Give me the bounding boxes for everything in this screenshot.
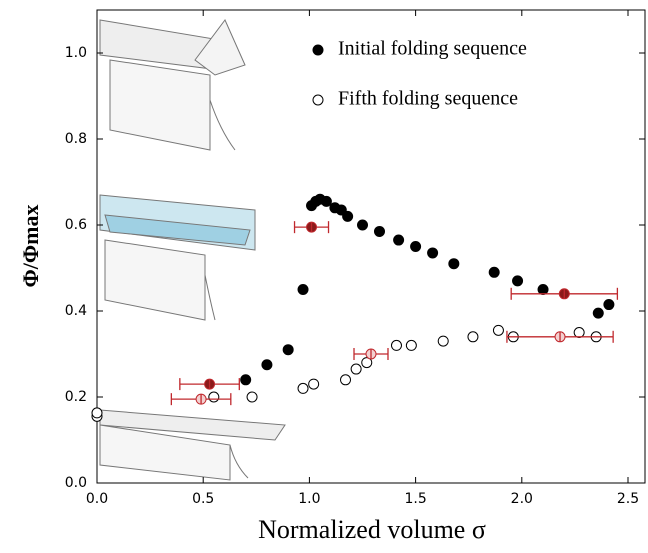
point — [298, 383, 308, 393]
point — [351, 364, 361, 374]
point — [283, 345, 293, 355]
point — [406, 340, 416, 350]
point — [604, 300, 614, 310]
page: Normalized volume σ Φ/Φmax 0.0 0.5 1.0 1.5 2… — [0, 0, 648, 553]
point — [394, 235, 404, 245]
x-tick-label: 2.5 — [617, 491, 639, 507]
y-tick-label: 0.8 — [65, 131, 87, 147]
y-tick-label: 0.4 — [65, 303, 87, 319]
chart: Normalized volume σ Φ/Φmax 0.0 0.5 1.0 1.5 2… — [0, 0, 648, 553]
legend-marker — [313, 45, 323, 55]
point — [309, 379, 319, 389]
y-tick-label: 0.2 — [65, 389, 87, 405]
point — [358, 220, 368, 230]
illustrations — [100, 20, 285, 480]
y-tick-label: 1.0 — [65, 45, 87, 61]
point — [321, 196, 331, 206]
point — [247, 392, 257, 402]
point — [92, 408, 102, 418]
point — [468, 332, 478, 342]
point — [574, 328, 584, 338]
legend-marker — [313, 95, 323, 105]
x-tick-label: 1.5 — [404, 491, 426, 507]
point — [341, 375, 351, 385]
x-tick-label: 0.5 — [192, 491, 214, 507]
point — [428, 248, 438, 258]
x-tick-label: 0.0 — [86, 491, 108, 507]
point — [262, 360, 272, 370]
point — [538, 285, 548, 295]
legend-label: Initial folding sequence — [338, 38, 527, 60]
legend-label: Fifth folding sequence — [338, 88, 518, 110]
point — [489, 267, 499, 277]
y-axis-label: Φ/Φmax — [18, 205, 43, 288]
x-tick-label: 2.0 — [511, 491, 533, 507]
point — [391, 340, 401, 350]
point — [411, 242, 421, 252]
point — [493, 325, 503, 335]
point — [241, 375, 251, 385]
point — [449, 259, 459, 269]
point — [438, 336, 448, 346]
point — [593, 308, 603, 318]
point — [343, 211, 353, 221]
point — [209, 392, 219, 402]
point — [513, 276, 523, 286]
x-tick-label: 1.0 — [298, 491, 320, 507]
y-tick-label: 0.6 — [65, 217, 87, 233]
point — [298, 285, 308, 295]
y-tick-label: 0.0 — [65, 475, 87, 491]
point — [374, 226, 384, 236]
x-axis-label: Normalized volume σ — [258, 515, 486, 544]
